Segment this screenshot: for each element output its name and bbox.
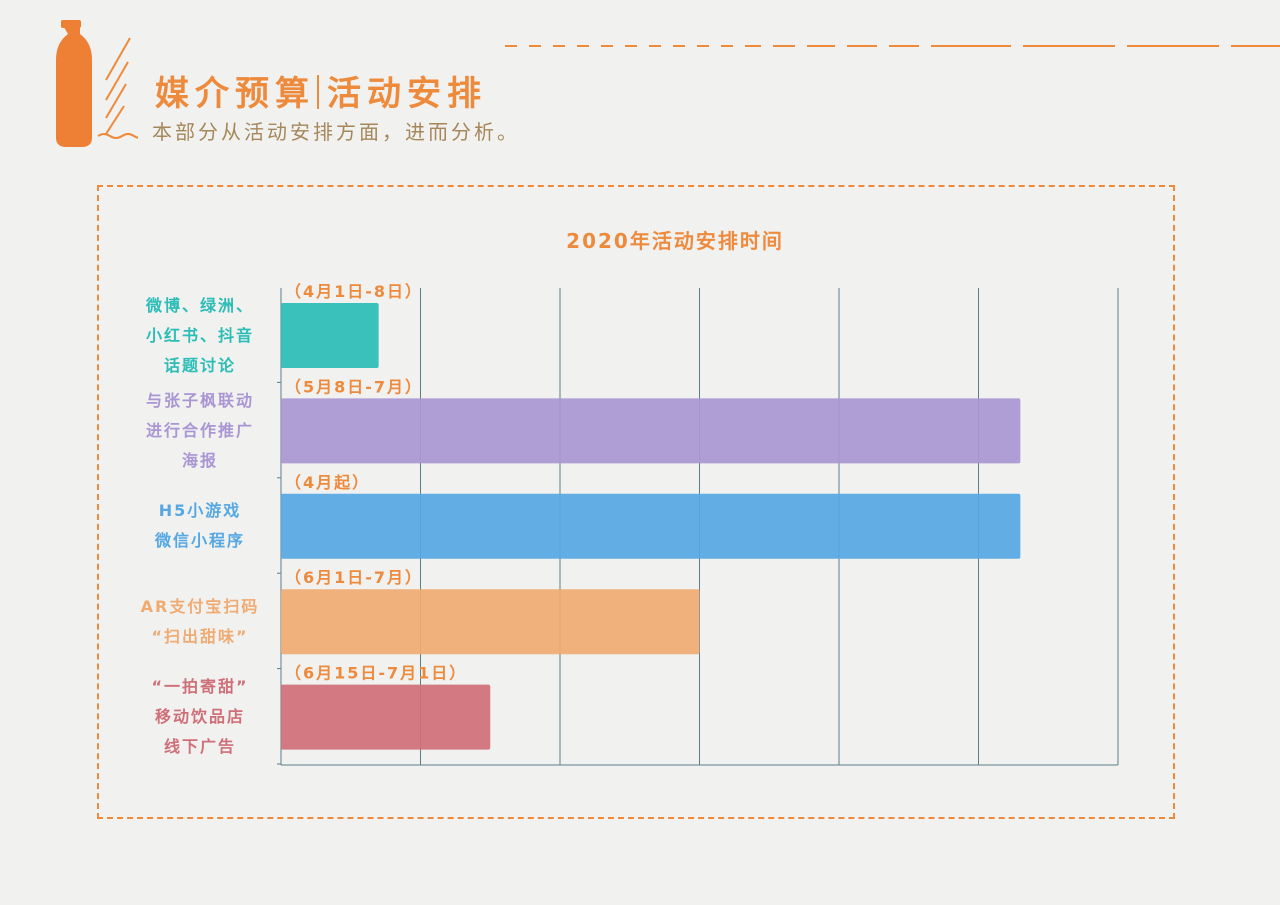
category-label-5: “一拍寄甜” 移动饮品店线下广告 [110, 672, 290, 762]
page-title: 媒介预算 活动安排 [155, 66, 487, 115]
category-label-3: H5小游戏微信小程序 [110, 496, 290, 556]
category-label-2: 与张子枫联动 进行合作推广 海报 [110, 386, 290, 476]
title-part2: 活动安排 [327, 74, 487, 114]
page-subtitle: 本部分从活动安排方面，进而分析。 [152, 120, 520, 144]
chart-title: 2020年活动安排时间 [566, 229, 784, 253]
bar-label-4: （6月1日-7月） [285, 568, 423, 587]
bar-1 [281, 303, 379, 368]
chart-frame [97, 185, 1175, 819]
bar-label-3: （4月起） [285, 473, 370, 492]
bottle-icon [56, 20, 138, 147]
category-label-line: H5小游戏 [158, 501, 242, 521]
bar-label-2: （5月8日-7月） [285, 377, 423, 396]
title-separator [317, 75, 319, 109]
category-label-line: 微博、绿洲、 [145, 295, 254, 315]
bar-label-5: （6月15日-7月1日） [285, 664, 467, 683]
category-label-line: 进行合作推广 [145, 420, 254, 440]
category-label-line: 海报 [181, 450, 218, 470]
category-label-line: “一拍寄甜” [151, 677, 249, 697]
category-label-line: 话题讨论 [163, 355, 236, 375]
category-label-line: 移动饮品店 [154, 707, 245, 727]
category-label-1: 微博、绿洲、 小红书、抖音 话题讨论 [110, 291, 290, 381]
category-label-line: 与张子枫联动 [145, 390, 254, 410]
bar-2 [281, 398, 1021, 464]
bar-label-1: （4月1日-8日） [285, 282, 423, 301]
dashed-decoration [505, 45, 1280, 47]
bar-3 [281, 493, 1021, 559]
category-label-line: 线下广告 [163, 737, 236, 757]
category-label-line: “扫出甜味” [151, 626, 249, 646]
bar-4 [281, 589, 700, 655]
category-label-line: AR支付宝扫码 [140, 596, 260, 616]
title-part1: 媒介预算 [155, 74, 315, 114]
category-label-line: 微信小程序 [154, 531, 245, 551]
bar-5 [281, 684, 491, 750]
category-label-4: AR支付宝扫码 “扫出甜味” [110, 592, 290, 652]
category-label-line: 小红书、抖音 [145, 325, 254, 345]
